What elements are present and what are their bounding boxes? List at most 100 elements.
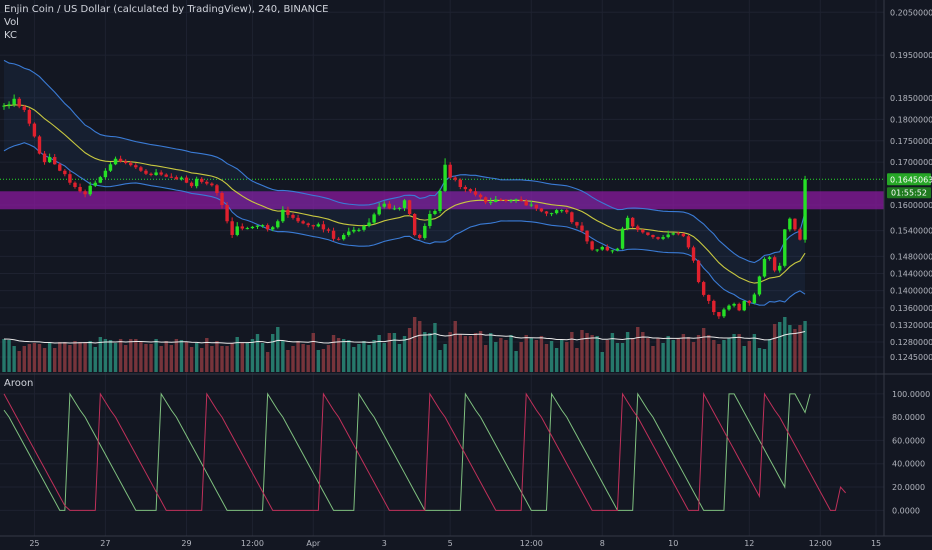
candle-body — [783, 229, 787, 266]
candle-body — [453, 177, 457, 180]
candle-body — [210, 183, 214, 186]
volume-legend: Vol — [4, 17, 19, 28]
candle-body — [560, 210, 564, 212]
candle-body — [767, 257, 772, 259]
volume-bar — [529, 338, 533, 372]
volume-bar — [88, 341, 92, 372]
x-tick-label: 12:00 — [520, 539, 543, 548]
x-tick-label: 10 — [668, 539, 678, 548]
candle-body — [205, 181, 209, 184]
volume-bar — [230, 343, 234, 372]
y-tick-label: 0.1850000 — [890, 94, 932, 103]
candle-body — [336, 238, 341, 240]
y-tick-label: 0.1700000 — [890, 158, 932, 167]
candle-body — [418, 234, 422, 238]
volume-bar — [377, 335, 381, 372]
candle-body — [757, 276, 762, 295]
x-tick-label: 3 — [382, 539, 387, 548]
volume-bar — [544, 344, 549, 372]
volume-bar — [123, 345, 128, 372]
candle-body — [113, 158, 118, 165]
candle-body — [352, 229, 356, 232]
volume-bar — [352, 347, 356, 372]
candle-body — [240, 226, 244, 229]
volume-bar — [357, 344, 361, 372]
y-tick-label: 0.1480000 — [890, 252, 932, 261]
candle-body — [554, 210, 559, 214]
candle-body — [326, 229, 331, 231]
volume-bar — [595, 336, 599, 372]
volume-bar — [727, 338, 731, 372]
volume-bar — [184, 342, 189, 372]
volume-bar — [798, 325, 802, 372]
aroon-legend: Aroon — [4, 378, 34, 389]
candle-body — [428, 213, 432, 226]
volume-bar — [63, 342, 67, 372]
volume-bar — [311, 333, 315, 372]
volume-bar — [772, 324, 777, 372]
volume-bar — [788, 325, 792, 372]
volume-bar — [306, 345, 310, 372]
candle-body — [524, 201, 528, 206]
candle-body — [625, 217, 630, 229]
candle-body — [286, 209, 290, 215]
volume-bar — [651, 346, 655, 372]
candle-body — [200, 178, 204, 182]
volume-bar — [129, 339, 133, 372]
candle-body — [590, 241, 594, 250]
candle-body — [83, 191, 87, 195]
candle-body — [149, 173, 153, 176]
volume-bar — [590, 335, 594, 372]
candle-body — [397, 207, 402, 209]
last-price-badge — [887, 173, 931, 186]
candle-body — [458, 179, 462, 188]
kc-lower-line — [3, 142, 806, 306]
candle-body — [468, 189, 473, 192]
candle-body — [549, 213, 554, 215]
candle-body — [701, 282, 706, 295]
volume-bar — [22, 346, 26, 372]
candle-body — [504, 199, 508, 201]
volume-bar — [717, 344, 721, 372]
x-tick-label: 29 — [181, 539, 191, 548]
volume-bar — [32, 343, 37, 372]
candle-body — [691, 247, 696, 261]
candle-body — [610, 250, 615, 252]
volume-bar — [778, 322, 782, 372]
volume-bar — [580, 330, 584, 372]
candle-body — [78, 187, 82, 192]
candle-body — [63, 170, 67, 175]
y-tick-label: 0.1245000 — [890, 353, 932, 362]
volume-bar — [42, 348, 47, 372]
volume-bar — [397, 344, 402, 372]
volume-bar — [605, 340, 610, 372]
candle-body — [118, 158, 123, 162]
volume-bar — [433, 323, 437, 372]
candle-body — [58, 164, 62, 171]
candle-body — [793, 218, 797, 230]
candle-body — [671, 233, 675, 235]
volume-bar — [367, 345, 371, 372]
candle-body — [7, 104, 11, 106]
candle-body — [316, 224, 321, 227]
aroon-tick-label: 60.0000 — [892, 436, 925, 445]
candle-body — [707, 294, 711, 301]
kc-upper-line — [3, 59, 806, 264]
volume-bar — [12, 346, 16, 372]
volume-bar — [641, 332, 645, 372]
candle-body — [737, 303, 741, 311]
volume-bar — [747, 341, 751, 372]
volume-bar — [438, 350, 442, 372]
volume-bar — [494, 342, 498, 372]
candle-body — [144, 170, 148, 174]
volume-bar — [240, 343, 244, 372]
candle-body — [377, 206, 381, 215]
candle-body — [362, 225, 366, 230]
x-tick-label: Apr — [306, 539, 321, 548]
volume-bar — [392, 333, 397, 372]
volume-bar — [656, 338, 660, 372]
candle-body — [448, 164, 452, 178]
y-tick-label: 0.1320000 — [890, 321, 932, 330]
